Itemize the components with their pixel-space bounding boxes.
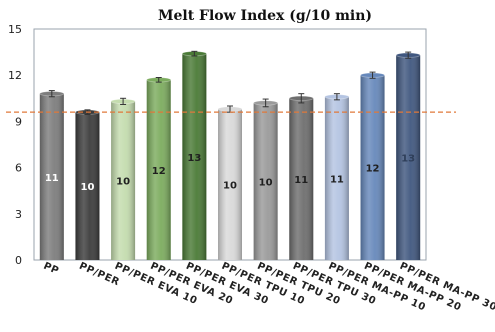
data-label: 11	[330, 174, 344, 185]
data-label: 11	[45, 173, 59, 184]
bar-shading	[218, 109, 242, 260]
bar-8	[288, 95, 314, 260]
error-bar	[405, 51, 412, 59]
bar-series	[39, 51, 421, 261]
bar-3	[110, 98, 136, 260]
bar-11	[395, 52, 421, 261]
data-label: 10	[116, 177, 130, 188]
x-tick-label: PP	[42, 261, 61, 277]
bar-1	[39, 91, 65, 261]
bar-shading	[75, 112, 100, 260]
bar-9	[324, 94, 350, 260]
data-label: 13	[401, 154, 415, 165]
data-labels: 11 10 10 12 13 10 10 11 11 12 13	[45, 153, 415, 193]
y-tick-label: 6	[15, 162, 22, 175]
error-bar	[48, 90, 55, 98]
data-label: 10	[259, 177, 273, 188]
data-label: 10	[223, 181, 237, 192]
error-bar	[155, 77, 162, 83]
bar-shading	[111, 101, 136, 260]
y-axis: 0 3 6 9 12 15	[8, 23, 22, 267]
bar-10	[360, 72, 385, 260]
y-tick-label: 0	[15, 254, 22, 267]
bar-6	[217, 106, 243, 260]
error-bar	[191, 50, 198, 57]
bar-shading	[182, 53, 207, 260]
y-tick-label: 12	[8, 69, 22, 82]
error-bar	[262, 98, 269, 108]
bar-2	[75, 109, 100, 260]
bar-shading	[396, 55, 421, 261]
bar-5	[181, 51, 207, 260]
bar-shading	[289, 98, 314, 260]
error-bars	[48, 50, 412, 115]
error-bar	[120, 97, 127, 105]
error-bar	[298, 93, 305, 104]
bar-4	[146, 77, 172, 260]
bar-shading	[253, 102, 278, 260]
data-label: 12	[152, 166, 166, 177]
bar-7	[253, 100, 279, 260]
data-label: 13	[187, 153, 201, 164]
data-label: 10	[80, 182, 94, 193]
y-tick-label: 3	[15, 208, 22, 221]
bar-shading	[360, 75, 385, 260]
data-label: 12	[366, 164, 380, 175]
bar-shading	[39, 93, 64, 261]
error-bar	[369, 71, 376, 79]
bar-shading	[324, 96, 349, 260]
y-tick-label: 15	[8, 23, 22, 36]
y-tick-label: 9	[15, 115, 22, 128]
bar-shading	[146, 79, 171, 260]
error-bar	[333, 93, 340, 101]
data-label: 11	[294, 175, 308, 186]
chart-title: Melt Flow Index (g/10 min)	[158, 8, 372, 24]
